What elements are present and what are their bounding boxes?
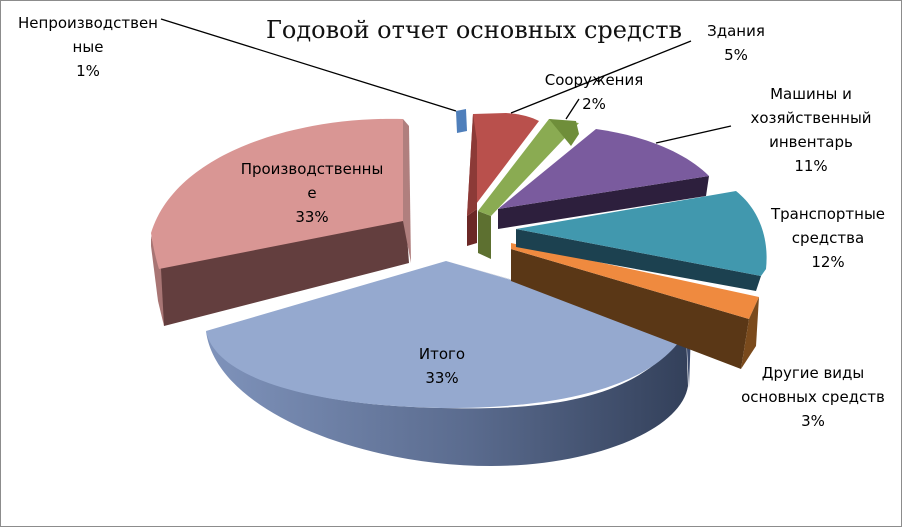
label-line: Сооружения xyxy=(545,71,644,89)
label-line: Транспортные xyxy=(770,205,885,223)
slice-production xyxy=(151,118,411,326)
label-total: Итого 33% xyxy=(419,345,465,387)
leader-line-buildings xyxy=(510,40,692,114)
label-line: е xyxy=(307,184,316,202)
slice-buildings xyxy=(467,113,539,246)
label-line: Другие виды xyxy=(762,364,865,382)
label-transport: Транспортные средства 12% xyxy=(770,205,885,271)
label-production: Производственны е 33% xyxy=(241,160,384,226)
label-line: Машины и xyxy=(770,85,852,103)
label-line: 1% xyxy=(76,62,100,80)
label-line: ные xyxy=(73,38,104,56)
label-line: основных средств xyxy=(741,388,885,406)
label-structures: Сооружения 2% xyxy=(545,71,644,113)
label-line: Производственны xyxy=(241,160,384,178)
label-nonproduction: Непроизводствен ные 1% xyxy=(18,14,158,80)
leader-line-structures xyxy=(565,98,580,120)
leader-line-machinery xyxy=(655,125,732,144)
leader-line-nonproduction xyxy=(160,18,457,112)
label-line: 12% xyxy=(811,253,844,271)
chart-title: Годовой отчет основных средств xyxy=(266,16,682,44)
label-line: 3% xyxy=(801,412,825,430)
slice-nonproduction xyxy=(456,109,467,133)
label-line: 2% xyxy=(582,95,606,113)
label-line: Итого xyxy=(419,345,465,363)
slice-other xyxy=(511,243,759,369)
label-other: Другие виды основных средств 3% xyxy=(741,364,885,430)
label-line: средства xyxy=(792,229,864,247)
label-line: 33% xyxy=(425,369,458,387)
label-buildings: Здания 5% xyxy=(707,22,765,64)
label-line: 33% xyxy=(295,208,328,226)
label-line: Здания xyxy=(707,22,765,40)
label-line: 5% xyxy=(724,46,748,64)
label-line: 11% xyxy=(794,157,827,175)
slice-transport xyxy=(516,191,767,291)
label-machinery: Машины и хозяйственный инвентарь 11% xyxy=(750,85,871,175)
slice-machinery xyxy=(498,129,709,229)
label-line: инвентарь xyxy=(769,133,853,151)
label-line: Непроизводствен xyxy=(18,14,158,32)
label-line: хозяйственный xyxy=(750,109,871,127)
slice-structures xyxy=(478,119,579,259)
